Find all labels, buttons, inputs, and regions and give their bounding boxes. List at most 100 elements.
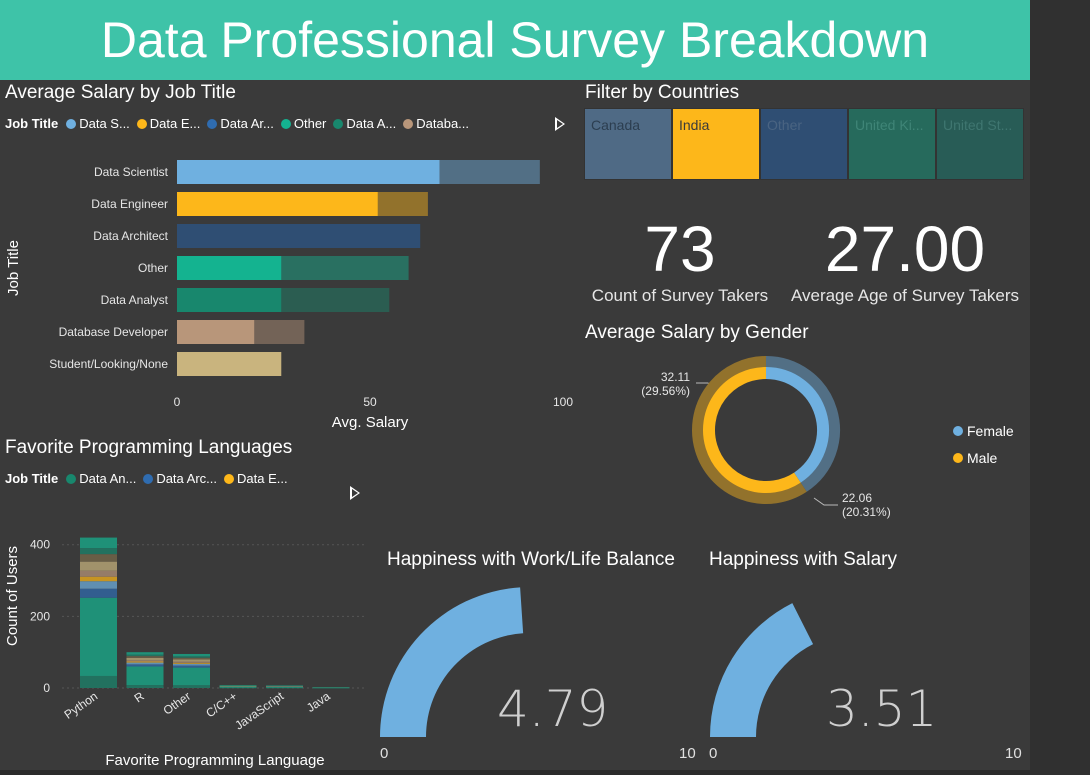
- stack-segment: [80, 581, 117, 589]
- x-tick-label: JavaScript: [232, 689, 286, 733]
- survey-count-value: 73: [644, 213, 716, 285]
- legend-label: Data E...: [149, 116, 201, 131]
- salary-gauge-title: Happiness with Salary: [709, 549, 897, 570]
- languages-title: Favorite Programming Languages: [5, 437, 293, 458]
- salary-by-job-title: Average Salary by Job Title: [5, 82, 236, 103]
- stack-segment: [80, 561, 117, 571]
- donut-ring: [692, 356, 840, 504]
- female-leader-line: [813, 497, 838, 506]
- x-tick-label: Python: [62, 689, 101, 722]
- stack-segment: [126, 660, 164, 662]
- donut-slice-outer: [765, 356, 840, 492]
- x-tick-label: Other: [161, 689, 194, 718]
- stack-segment: [80, 548, 117, 555]
- stack-segment: [173, 657, 210, 660]
- legend-male[interactable]: Male: [967, 450, 998, 466]
- legend-dot: [143, 473, 154, 484]
- legend-next-arrow-icon[interactable]: [555, 117, 565, 131]
- stack-segment: [126, 656, 164, 658]
- header-banner: Data Professional Survey Breakdown: [0, 0, 1030, 80]
- stack-segment: [80, 597, 117, 676]
- stack-segment: [126, 685, 164, 688]
- legend-label: Data A...: [346, 116, 397, 131]
- bar-highlight: [177, 192, 378, 216]
- legend-item[interactable]: Data E...: [136, 116, 201, 131]
- bar-highlight: [177, 256, 282, 280]
- worklife-gauge-min: 0: [380, 745, 389, 762]
- stack-segment: [173, 659, 210, 662]
- stack-segment: [126, 664, 164, 667]
- stack-segment: [80, 537, 117, 549]
- stack-segment: [219, 687, 257, 689]
- stack-segment: [219, 686, 257, 688]
- donut-slice: [765, 367, 829, 483]
- x-tick-label: 50: [363, 395, 377, 409]
- legend-dot: [207, 118, 218, 129]
- stack-segment: [126, 652, 164, 655]
- y-axis-title: Count of Users: [4, 546, 21, 646]
- bar-highlight: [177, 288, 282, 312]
- legend-dot: [333, 118, 344, 129]
- y-tick-label: 0: [43, 681, 50, 695]
- stack-segment: [312, 687, 350, 688]
- y-tick-label: Data Engineer: [91, 197, 168, 211]
- country-tile-canada[interactable]: Canada: [584, 108, 672, 180]
- bottom-border: [0, 770, 1030, 775]
- legend-next-arrow-icon[interactable]: [350, 486, 360, 500]
- male-percent-label: (29.56%): [641, 384, 690, 398]
- y-tick-label: 400: [30, 538, 50, 552]
- survey-count-card: 73 Count of Survey Takers: [585, 212, 775, 306]
- legend-item[interactable]: Other: [280, 116, 326, 131]
- legend-dot: [280, 118, 291, 129]
- country-filter-title: Filter by Countries: [585, 82, 740, 103]
- x-axis-title: Favorite Programming Language: [105, 752, 324, 769]
- stack-segment: [266, 685, 303, 686]
- legend-title: Job Title: [5, 116, 59, 131]
- legend-label: Data E...: [237, 471, 288, 486]
- y-tick-label: Data Architect: [93, 229, 168, 243]
- y-tick-label: 200: [30, 609, 50, 623]
- salary-by-gender-title: Average Salary by Gender: [585, 322, 809, 343]
- x-tick-label: 0: [174, 395, 181, 409]
- stack-segment: [80, 570, 117, 577]
- bar-highlight: [177, 224, 421, 248]
- legend-item[interactable]: Data S...: [66, 116, 130, 131]
- legend-female[interactable]: Female: [967, 423, 1014, 439]
- legend-item[interactable]: Databa...: [403, 116, 469, 131]
- stack-segment: [173, 685, 210, 688]
- salary-by-job-chart: Data Scientist Data Engineer Data Architec…: [5, 160, 573, 431]
- page-title: Data Professional Survey Breakdown: [100, 12, 930, 68]
- worklife-gauge-value: 4.79: [497, 680, 609, 738]
- legend-item[interactable]: Data E...: [224, 471, 288, 486]
- legend-item[interactable]: Data A...: [333, 116, 396, 131]
- country-tile-other[interactable]: Other: [760, 108, 848, 180]
- x-tick-label: C/C++: [203, 689, 239, 720]
- legend-item[interactable]: Data Ar...: [207, 116, 274, 131]
- legend-item[interactable]: Data Arc...: [143, 471, 217, 486]
- stack-segment: [126, 666, 164, 686]
- average-age-card: 27.00 Average Age of Survey Takers: [785, 212, 1025, 306]
- legend-title: Job Title: [5, 471, 59, 486]
- country-tile-india[interactable]: India: [672, 108, 760, 180]
- legend-dot-male: [953, 453, 963, 463]
- legend-item[interactable]: Data An...: [66, 471, 136, 486]
- stack-segment: [173, 665, 210, 668]
- legend-dot: [136, 118, 147, 129]
- x-tick-label: 100: [553, 395, 573, 409]
- salary-gauge-min: 0: [709, 745, 718, 762]
- languages-chart: 0 200 400 Python R Other C/C++JavaScript Java Fa…: [4, 537, 365, 769]
- stack-segment: [173, 661, 210, 663]
- female-value-label: 22.06: [842, 491, 872, 505]
- worklife-gauge-title: Happiness with Work/Life Balance: [387, 549, 675, 570]
- salary-gauge-value: 3.51: [826, 680, 938, 738]
- country-tile-united-states[interactable]: United St...: [936, 108, 1024, 180]
- country-tile-united-kingdom[interactable]: United Ki...: [848, 108, 936, 180]
- y-tick-label: Database Developer: [59, 325, 168, 339]
- stack-segment: [80, 554, 117, 562]
- donut-slice: [703, 367, 801, 493]
- male-value-label: 32.11: [661, 370, 690, 384]
- salary-by-job-legend: Job Title Data S... Data E... Data Ar...…: [5, 116, 476, 131]
- legend-dot: [66, 473, 77, 484]
- bar-highlight: [177, 160, 440, 184]
- salary-gauge: [710, 603, 814, 737]
